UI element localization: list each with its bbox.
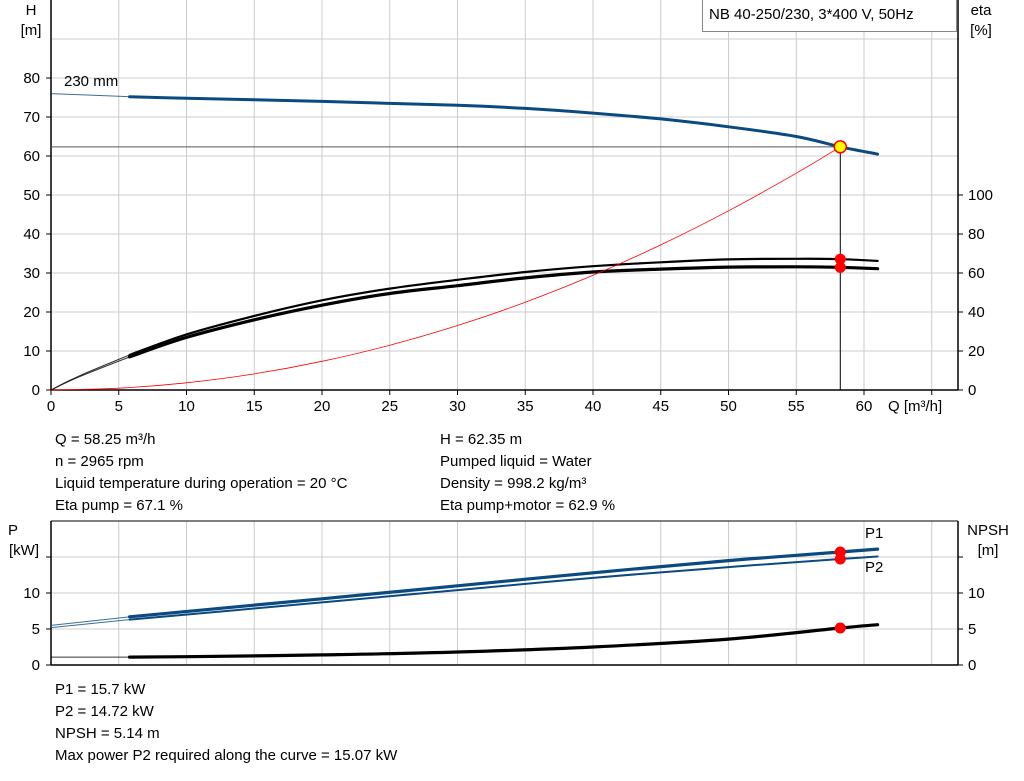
x-tick-label: 5	[115, 398, 123, 415]
x-tick-label: 60	[856, 398, 873, 415]
operating-point-marker	[834, 622, 846, 634]
info-temperature: Liquid temperature during operation = 20…	[55, 475, 348, 492]
eta-pump-marker	[834, 253, 846, 265]
p1-curve	[128, 547, 880, 619]
info-density: Density = 998.2 kg/m³	[440, 475, 587, 492]
eta-total-marker	[834, 261, 846, 273]
x-tick-label: 25	[381, 398, 398, 415]
p2-curve	[128, 555, 879, 621]
y2-tick-label: 10	[968, 585, 985, 602]
y-tick-label: 10	[23, 343, 40, 360]
x-tick-label: 55	[788, 398, 805, 415]
y-tick-label: 60	[23, 148, 40, 165]
x-tick-label: 45	[652, 398, 669, 415]
x-tick-label: 50	[720, 398, 737, 415]
x-tick-label: 15	[246, 398, 263, 415]
y2-tick-label: 60	[968, 265, 985, 282]
duty-point-marker	[833, 140, 848, 154]
info-p1: P1 = 15.7 kW	[55, 681, 146, 698]
head-curve-extrapolated	[50, 93, 130, 98]
y2-tick-label: 20	[968, 343, 985, 360]
y2-tick-label: 5	[968, 621, 976, 638]
info-liquid: Pumped liquid = Water	[440, 453, 592, 470]
p2-label: P2	[865, 559, 883, 576]
info-eta-total: Eta pump+motor = 62.9 %	[440, 497, 616, 514]
info-top-left: Q = 58.25 m³/h n = 2965 rpm Liquid tempe…	[55, 429, 347, 517]
info-q: Q = 58.25 m³/h	[55, 431, 156, 448]
x-tick-label: 40	[585, 398, 602, 415]
y2-axis-unit: [m]	[978, 542, 999, 559]
y2-tick-label: 0	[968, 382, 976, 399]
system-curve	[50, 146, 841, 391]
eta-total-curve	[128, 265, 880, 359]
y-axis-unit: [kW]	[9, 542, 39, 559]
x-tick-label: 30	[449, 398, 466, 415]
info-eta-pump: Eta pump = 67.1 %	[55, 497, 183, 514]
info-head: H = 62.35 m	[440, 431, 523, 448]
info-speed: n = 2965 rpm	[55, 453, 144, 470]
y-tick-label: 50	[23, 187, 40, 204]
info-max-power: Max power P2 required along the curve = …	[55, 747, 398, 764]
y-tick-label: 70	[23, 109, 40, 126]
eta-pump-curve	[128, 257, 879, 356]
x-tick-label: 10	[178, 398, 195, 415]
y-tick-label: 20	[23, 304, 40, 321]
info-npsh: NPSH = 5.14 m	[55, 725, 160, 742]
x-tick-label: 0	[47, 398, 55, 415]
chart-title: NB 40-250/230, 3*400 V, 50Hz	[702, 0, 957, 32]
operating-point-marker	[834, 553, 846, 565]
y2-tick-label: 80	[968, 226, 985, 243]
y-tick-label: 30	[23, 265, 40, 282]
impeller-diameter-label: 230 mm	[64, 73, 118, 90]
y-axis-label: H	[26, 2, 37, 19]
x-tick-label: 35	[517, 398, 534, 415]
y-tick-label: 40	[23, 226, 40, 243]
npsh-curve	[128, 623, 880, 659]
y-tick-label: 0	[32, 657, 40, 674]
eta-total-curve-extrapolated	[50, 356, 130, 391]
y2-tick-label: 0	[968, 657, 976, 674]
p1-label: P1	[865, 525, 883, 542]
head-curve	[128, 95, 880, 156]
y2-axis-label: NPSH	[967, 522, 1009, 539]
y-axis-unit: [m]	[21, 22, 42, 39]
p1-curve-extrapolated	[50, 616, 130, 626]
info-top-right: H = 62.35 m Pumped liquid = Water Densit…	[440, 429, 615, 517]
y-axis-label: P	[8, 522, 18, 539]
y2-tick-label: 100	[968, 187, 993, 204]
x-axis-label: Q [m³/h]	[888, 398, 942, 415]
info-bottom: P1 = 15.7 kW P2 = 14.72 kW NPSH = 5.14 m…	[55, 679, 397, 767]
y-tick-label: 5	[32, 621, 40, 638]
y2-axis-label: eta	[971, 2, 993, 19]
y-tick-label: 10	[23, 585, 40, 602]
y-tick-label: 0	[32, 382, 40, 399]
p2-curve-extrapolated	[50, 619, 130, 629]
y-tick-label: 80	[23, 70, 40, 87]
x-tick-label: 20	[314, 398, 331, 415]
y2-axis-unit: [%]	[970, 22, 992, 39]
info-p2: P2 = 14.72 kW	[55, 703, 154, 720]
y2-tick-label: 40	[968, 304, 985, 321]
